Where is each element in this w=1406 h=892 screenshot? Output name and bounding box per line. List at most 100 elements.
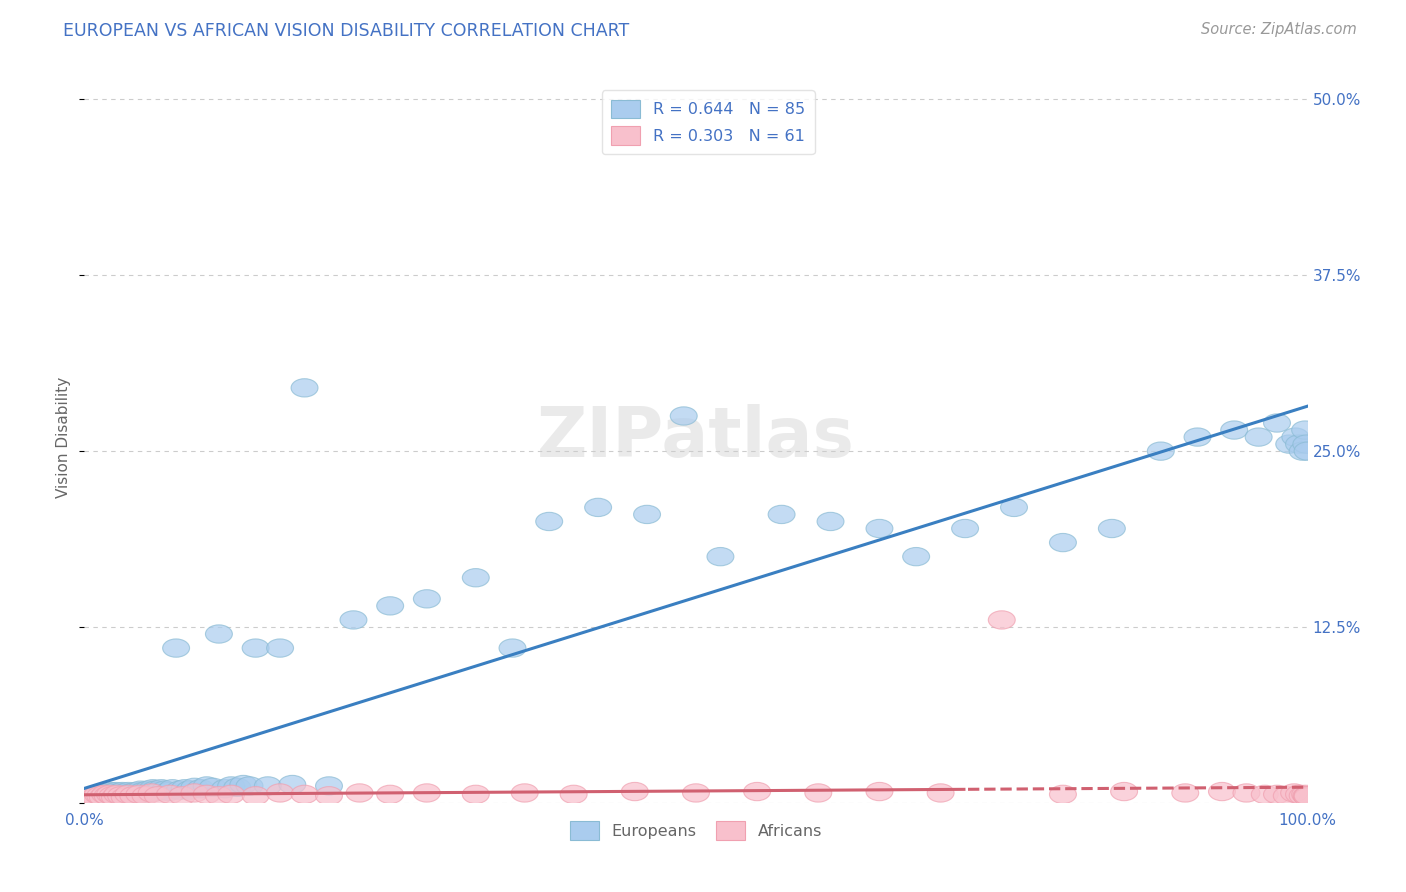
Ellipse shape — [205, 625, 232, 643]
Ellipse shape — [499, 639, 526, 657]
Ellipse shape — [111, 788, 138, 806]
Ellipse shape — [211, 780, 239, 797]
Y-axis label: Vision Disability: Vision Disability — [56, 376, 72, 498]
Ellipse shape — [155, 782, 183, 801]
Ellipse shape — [111, 784, 138, 802]
Ellipse shape — [291, 379, 318, 397]
Ellipse shape — [112, 785, 139, 804]
Ellipse shape — [193, 777, 221, 795]
Ellipse shape — [1294, 442, 1322, 460]
Ellipse shape — [231, 775, 257, 794]
Ellipse shape — [90, 787, 117, 805]
Ellipse shape — [117, 784, 145, 802]
Ellipse shape — [122, 782, 149, 801]
Ellipse shape — [621, 782, 648, 801]
Ellipse shape — [242, 787, 269, 805]
Ellipse shape — [1251, 785, 1278, 804]
Ellipse shape — [152, 781, 179, 799]
Ellipse shape — [560, 785, 588, 804]
Ellipse shape — [1001, 499, 1028, 516]
Ellipse shape — [135, 781, 162, 799]
Ellipse shape — [104, 785, 131, 804]
Ellipse shape — [1220, 421, 1247, 439]
Ellipse shape — [93, 784, 120, 802]
Ellipse shape — [634, 505, 661, 524]
Legend: Europeans, Africans: Europeans, Africans — [564, 814, 828, 846]
Ellipse shape — [83, 785, 110, 804]
Ellipse shape — [340, 611, 367, 629]
Ellipse shape — [115, 782, 142, 801]
Ellipse shape — [1171, 784, 1199, 802]
Ellipse shape — [267, 784, 294, 802]
Ellipse shape — [108, 782, 136, 801]
Ellipse shape — [98, 784, 127, 802]
Ellipse shape — [77, 788, 104, 806]
Ellipse shape — [101, 785, 128, 804]
Ellipse shape — [89, 785, 117, 804]
Ellipse shape — [103, 782, 129, 801]
Ellipse shape — [218, 785, 245, 804]
Ellipse shape — [1274, 787, 1301, 805]
Ellipse shape — [463, 785, 489, 804]
Ellipse shape — [98, 787, 127, 805]
Text: Source: ZipAtlas.com: Source: ZipAtlas.com — [1201, 22, 1357, 37]
Ellipse shape — [952, 519, 979, 538]
Ellipse shape — [254, 777, 281, 795]
Ellipse shape — [120, 785, 146, 804]
Ellipse shape — [193, 785, 221, 804]
Ellipse shape — [181, 778, 208, 797]
Ellipse shape — [82, 788, 108, 806]
Ellipse shape — [129, 782, 156, 801]
Ellipse shape — [205, 787, 232, 805]
Ellipse shape — [75, 789, 101, 808]
Ellipse shape — [125, 784, 152, 802]
Ellipse shape — [1294, 788, 1322, 806]
Ellipse shape — [278, 775, 305, 794]
Ellipse shape — [377, 785, 404, 804]
Ellipse shape — [101, 788, 128, 806]
Ellipse shape — [377, 597, 404, 615]
Ellipse shape — [132, 787, 159, 805]
Ellipse shape — [96, 785, 122, 804]
Ellipse shape — [707, 548, 734, 566]
Ellipse shape — [1275, 435, 1303, 453]
Ellipse shape — [169, 787, 195, 805]
Ellipse shape — [1264, 414, 1291, 432]
Ellipse shape — [291, 785, 318, 804]
Ellipse shape — [163, 639, 190, 657]
Ellipse shape — [988, 611, 1015, 629]
Ellipse shape — [127, 785, 153, 804]
Ellipse shape — [80, 787, 108, 805]
Ellipse shape — [98, 782, 125, 801]
Ellipse shape — [682, 784, 710, 802]
Ellipse shape — [866, 782, 893, 801]
Text: ZIPatlas: ZIPatlas — [537, 403, 855, 471]
Ellipse shape — [1289, 442, 1316, 460]
Ellipse shape — [267, 639, 294, 657]
Ellipse shape — [927, 784, 955, 802]
Ellipse shape — [80, 787, 107, 805]
Ellipse shape — [768, 505, 794, 524]
Ellipse shape — [108, 787, 135, 805]
Ellipse shape — [1292, 421, 1319, 439]
Ellipse shape — [181, 784, 208, 802]
Ellipse shape — [172, 780, 198, 797]
Ellipse shape — [224, 778, 250, 797]
Ellipse shape — [200, 778, 226, 797]
Ellipse shape — [89, 784, 115, 802]
Ellipse shape — [1285, 785, 1312, 804]
Ellipse shape — [120, 787, 146, 805]
Ellipse shape — [159, 780, 186, 797]
Ellipse shape — [145, 787, 172, 805]
Ellipse shape — [86, 787, 112, 805]
Ellipse shape — [1282, 428, 1309, 446]
Ellipse shape — [132, 784, 159, 802]
Ellipse shape — [1184, 428, 1211, 446]
Ellipse shape — [413, 590, 440, 608]
Ellipse shape — [84, 785, 111, 804]
Ellipse shape — [166, 781, 193, 799]
Ellipse shape — [1111, 782, 1137, 801]
Ellipse shape — [315, 777, 343, 795]
Ellipse shape — [512, 784, 538, 802]
Ellipse shape — [585, 499, 612, 516]
